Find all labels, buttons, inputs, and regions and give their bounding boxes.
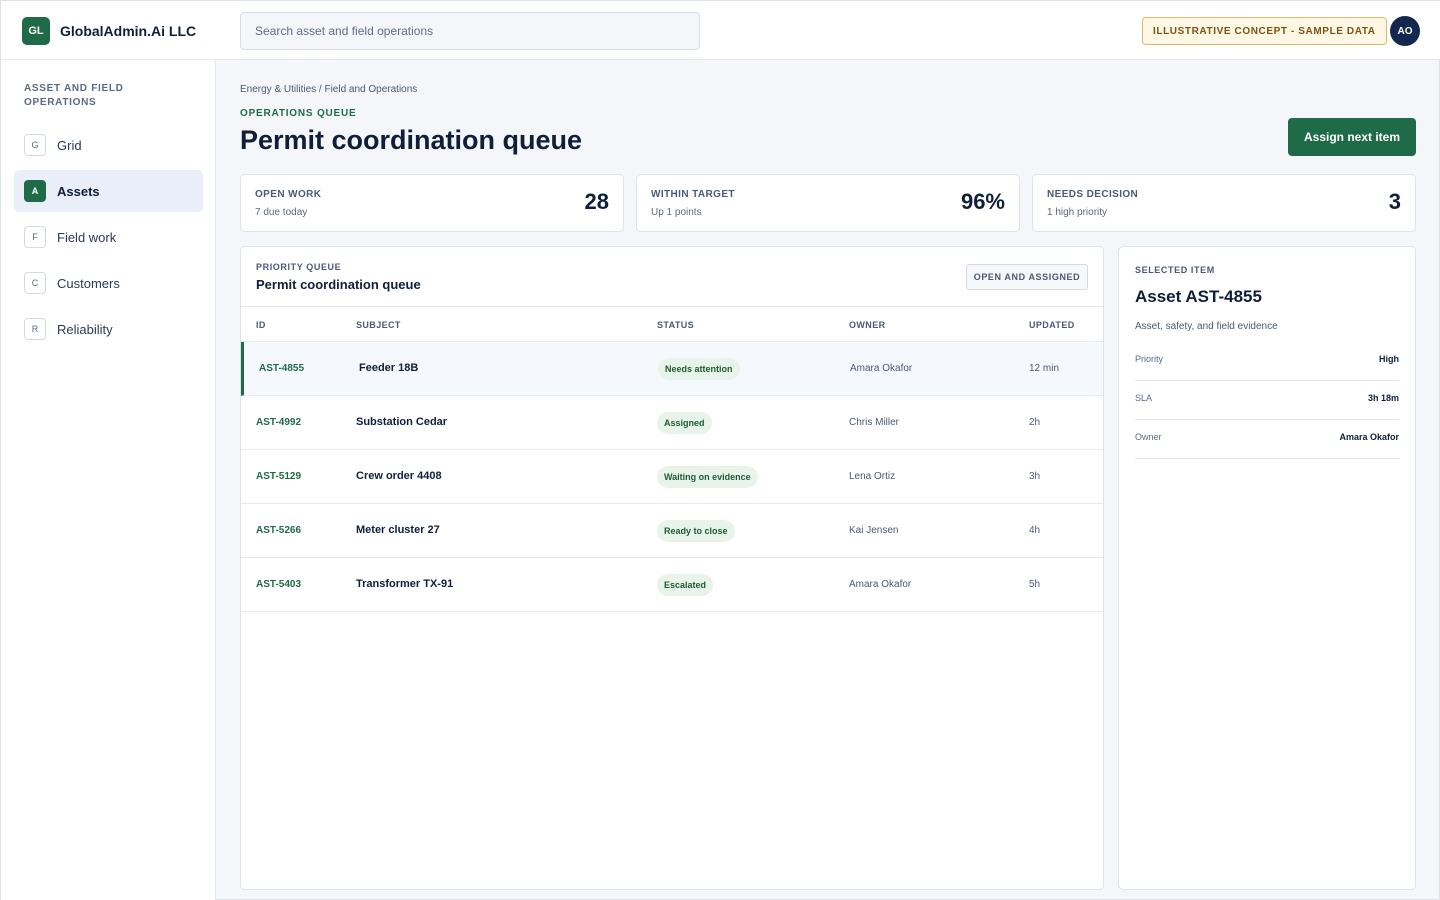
status-badge: Needs attention [658, 358, 740, 380]
row-subject: Meter cluster 27 [356, 524, 440, 536]
row-id[interactable]: AST-4992 [256, 417, 302, 428]
status-badge: Assigned [657, 412, 712, 434]
customers-key-icon: C [24, 272, 46, 294]
queue-eyebrow: PRIORITY QUEUE [256, 262, 342, 272]
metric-value: 96% [960, 189, 1005, 214]
sidebar-item-label: Field work [57, 229, 117, 245]
brand-logo-icon: GL [22, 17, 50, 45]
status-badge: Waiting on evidence [657, 466, 758, 488]
row-id[interactable]: AST-4855 [259, 363, 305, 374]
metric-subtext: 1 high priority [1047, 207, 1108, 218]
sidebar-item-assets[interactable]: A Assets [14, 170, 203, 212]
column-header-owner[interactable]: OWNER [849, 320, 886, 330]
row-subject: Feeder 18B [359, 362, 419, 374]
selected-item-panel: SELECTED ITEM Asset AST-4855 Asset, safe… [1118, 246, 1416, 890]
table-header: ID SUBJECT STATUS OWNER UPDATED [241, 306, 1103, 342]
detail-eyebrow: SELECTED ITEM [1135, 265, 1215, 275]
row-updated: 4h [1029, 525, 1041, 536]
metric-value: 28 [584, 189, 609, 214]
avatar[interactable]: AO [1390, 16, 1420, 46]
status-badge: Ready to close [657, 520, 735, 542]
sidebar-item-label: Customers [57, 275, 120, 291]
sidebar-title: ASSET AND FIELD OPERATIONS [24, 83, 124, 108]
sidebar-item-reliability[interactable]: R Reliability [14, 308, 203, 350]
detail-field-sla: SLA 3h 18m [1135, 381, 1399, 420]
sidebar-item-grid[interactable]: G Grid [14, 124, 203, 166]
field-value: Amara Okafor [1339, 432, 1399, 442]
column-header-updated[interactable]: UPDATED [1029, 320, 1075, 330]
metric-card-needs-decision: NEEDS DECISION 1 high priority 3 [1032, 174, 1416, 232]
status-badge: Escalated [657, 574, 714, 596]
detail-description: Asset, safety, and field evidence [1135, 321, 1278, 332]
field-value: 3h 18m [1367, 393, 1399, 403]
sidebar-item-field-work[interactable]: F Field work [14, 216, 203, 258]
column-header-status[interactable]: STATUS [657, 320, 695, 330]
row-subject: Substation Cedar [356, 416, 448, 428]
row-updated: 2h [1029, 417, 1041, 428]
row-subject: Transformer TX-91 [356, 578, 454, 590]
field-key: Owner [1135, 432, 1162, 442]
open-and-assigned-filter[interactable]: OPEN AND ASSIGNED [966, 264, 1088, 290]
sidebar-item-label: Assets [57, 183, 100, 199]
detail-field-owner: Owner Amara Okafor [1135, 420, 1399, 459]
priority-queue-panel: PRIORITY QUEUE Permit coordination queue… [240, 246, 1104, 890]
row-owner: Amara Okafor [850, 363, 913, 374]
table-row[interactable]: AST-4855 Feeder 18B Needs attention Amar… [241, 342, 1103, 396]
metric-card-within-target: WITHIN TARGET Up 1 points 96% [636, 174, 1020, 232]
table-row[interactable]: AST-5266 Meter cluster 27 Ready to close… [241, 504, 1103, 558]
sidebar-item-customers[interactable]: C Customers [14, 262, 203, 304]
detail-field-priority: Priority High [1135, 342, 1399, 381]
row-id[interactable]: AST-5266 [256, 525, 302, 536]
row-owner: Chris Miller [849, 417, 899, 428]
grid-key-icon: G [24, 134, 46, 156]
breadcrumb[interactable]: Energy & Utilities / Field and Operation… [240, 84, 418, 95]
metric-label: OPEN WORK [255, 189, 322, 200]
sidebar: ASSET AND FIELD OPERATIONS G Grid A Asse… [1, 60, 216, 900]
brand-name: GlobalAdmin.Ai LLC [60, 23, 197, 39]
assets-key-icon: A [24, 180, 46, 202]
table-row[interactable]: AST-4992 Substation Cedar Assigned Chris… [241, 396, 1103, 450]
table-row[interactable]: AST-5129 Crew order 4408 Waiting on evid… [241, 450, 1103, 504]
row-updated: 5h [1029, 579, 1041, 590]
search-input[interactable] [240, 12, 700, 50]
page-eyebrow: OPERATIONS QUEUE [240, 108, 357, 119]
metric-subtext: 7 due today [255, 207, 308, 218]
metric-card-open-work: OPEN WORK 7 due today 28 [240, 174, 624, 232]
sample-data-badge: ILLUSTRATIVE CONCEPT - SAMPLE DATA [1142, 17, 1387, 45]
row-updated: 12 min [1029, 363, 1060, 374]
row-id[interactable]: AST-5403 [256, 579, 302, 590]
table-row[interactable]: AST-5403 Transformer TX-91 Escalated Ama… [241, 558, 1103, 612]
field-work-key-icon: F [24, 226, 46, 248]
queue-title: Permit coordination queue [256, 277, 421, 292]
page-title: Permit coordination queue [240, 125, 583, 155]
detail-title: Asset AST-4855 [1135, 287, 1262, 306]
assign-next-item-button[interactable]: Assign next item [1288, 118, 1416, 156]
metric-subtext: Up 1 points [651, 207, 702, 218]
sidebar-item-label: Grid [57, 137, 82, 153]
metric-label: WITHIN TARGET [651, 189, 735, 200]
row-subject: Crew order 4408 [356, 470, 442, 482]
brand[interactable]: GL GlobalAdmin.Ai LLC [22, 17, 196, 45]
field-key: Priority [1135, 354, 1164, 364]
column-header-id[interactable]: ID [256, 320, 266, 330]
top-bar: GL GlobalAdmin.Ai LLC ILLUSTRATIVE CONCE… [1, 1, 1440, 60]
row-owner: Kai Jensen [849, 525, 899, 536]
metric-label: NEEDS DECISION [1047, 189, 1139, 200]
row-owner: Amara Okafor [849, 579, 912, 590]
column-header-subject[interactable]: SUBJECT [356, 320, 401, 330]
metric-value: 3 [1388, 189, 1401, 214]
reliability-key-icon: R [24, 318, 46, 340]
field-value: High [1379, 354, 1399, 364]
row-id[interactable]: AST-5129 [256, 471, 302, 482]
row-owner: Lena Ortiz [849, 471, 896, 482]
sidebar-item-label: Reliability [57, 321, 113, 337]
row-updated: 3h [1029, 471, 1041, 482]
field-key: SLA [1135, 393, 1153, 403]
